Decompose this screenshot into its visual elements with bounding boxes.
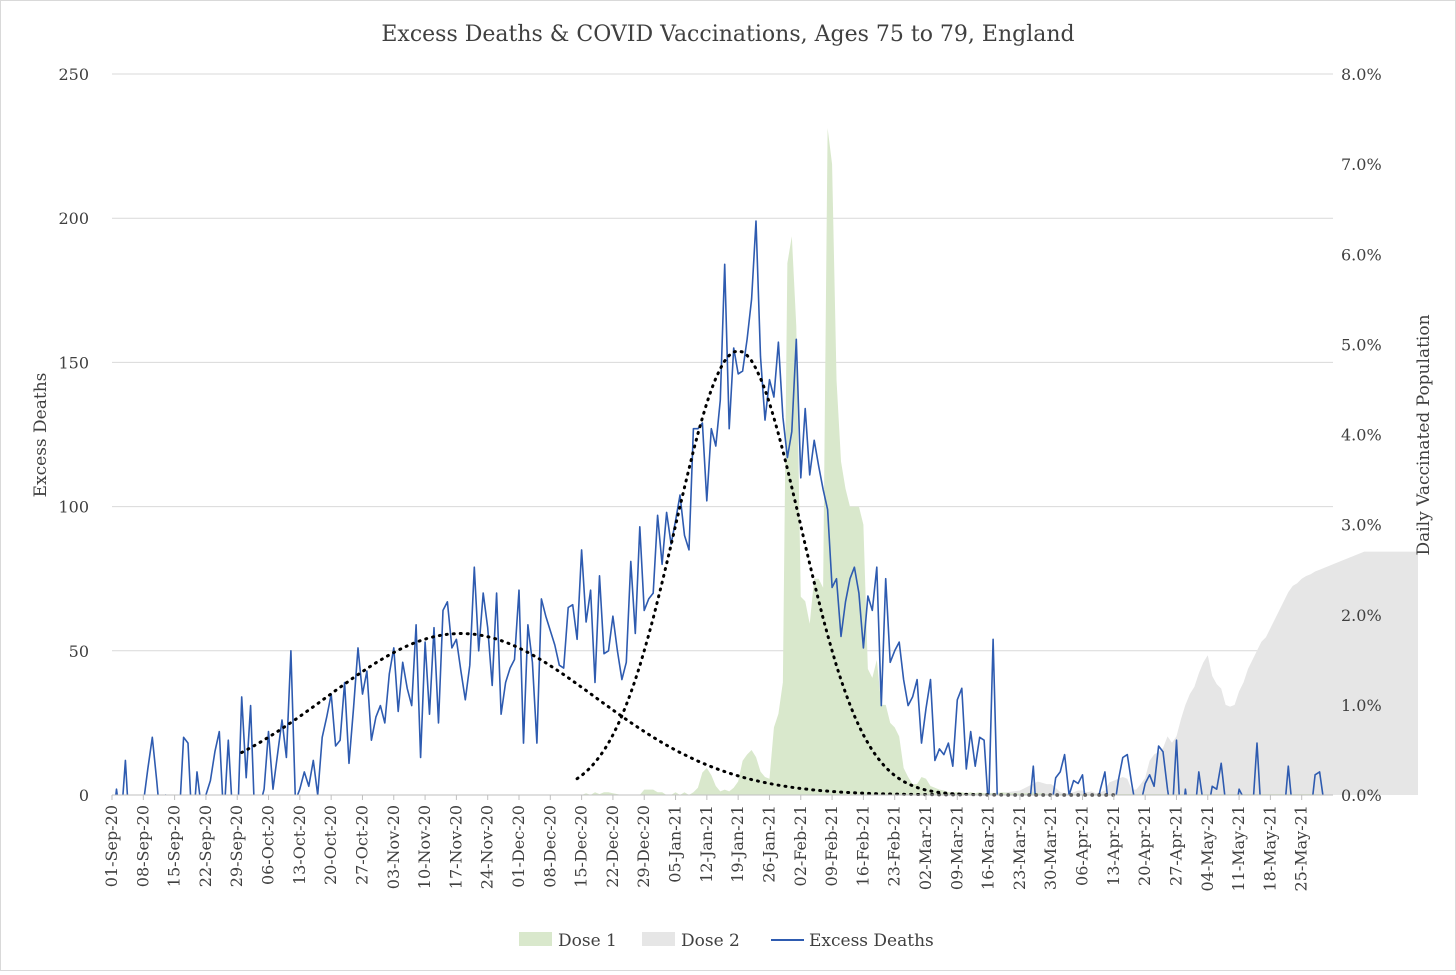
x-tick-label: 27-Oct-20	[352, 805, 371, 885]
x-tick-label: 06-Apr-21	[1073, 805, 1092, 886]
trend-curve-wave1	[240, 631, 964, 797]
y-left-tick-label: 0	[79, 786, 89, 805]
x-tick-label: 20-Oct-20	[321, 805, 340, 885]
y-right-tick-label: 2.0%	[1341, 606, 1382, 625]
x-tick-label: 13-Apr-21	[1104, 805, 1123, 886]
y-right-tick-label: 4.0%	[1341, 426, 1382, 445]
y-axis-right: 0.0% 1.0% 2.0% 3.0% 4.0% 5.0% 6.0% 7.0% 8.0%	[1341, 65, 1382, 805]
excess-deaths-line	[115, 220, 1324, 795]
x-tick-label: 29-Sep-20	[227, 805, 246, 887]
y-right-tick-label: 0.0%	[1341, 786, 1382, 805]
y-left-tick-label: 100	[58, 498, 89, 517]
x-tick-label: 08-Sep-20	[133, 805, 152, 887]
x-tick-label: 24-Nov-20	[478, 805, 497, 889]
legend-swatch-dose2	[642, 932, 675, 946]
x-tick-label: 12-Jan-21	[697, 805, 716, 883]
x-tick-label: 09-Mar-21	[947, 805, 966, 890]
x-tick-label: 22-Dec-20	[603, 805, 622, 888]
x-tick-label: 29-Dec-20	[634, 805, 653, 888]
y-right-tick-label: 1.0%	[1341, 696, 1382, 715]
y-left-tick-label: 50	[69, 642, 89, 661]
x-tick-label: 23-Mar-21	[1010, 805, 1029, 890]
dose2-area	[917, 551, 1418, 795]
y-axis-right-label: Daily Vaccinated Population	[1414, 314, 1434, 555]
x-tick-label: 15-Sep-20	[165, 805, 184, 887]
x-tick-label: 23-Feb-21	[885, 805, 904, 886]
x-tick-label: 01-Sep-20	[102, 805, 121, 887]
excess-deaths-layer	[115, 220, 1324, 795]
x-axis: 01-Sep-20 08-Sep-20 15-Sep-20 22-Sep-20 29-S…	[102, 794, 1333, 892]
chart-title: Excess Deaths & COVID Vaccinations, Ages…	[381, 22, 1074, 47]
x-tick-label: 27-Apr-21	[1166, 805, 1185, 886]
x-tick-label: 10-Nov-20	[415, 805, 434, 889]
x-tick-label: 20-Apr-21	[1135, 805, 1154, 886]
dose2-area-layer	[917, 551, 1418, 795]
x-tick-label: 17-Nov-20	[446, 805, 465, 889]
y-right-tick-label: 6.0%	[1341, 245, 1382, 264]
y-right-tick-label: 7.0%	[1341, 155, 1382, 174]
x-tick-label: 16-Mar-21	[979, 805, 998, 890]
x-tick-label: 19-Jan-21	[728, 805, 747, 883]
x-tick-label: 04-May-21	[1198, 805, 1217, 892]
legend-label-dose1: Dose 1	[558, 931, 617, 951]
y-left-tick-label: 200	[58, 209, 89, 228]
legend: Dose 1 Dose 2 Excess Deaths	[519, 931, 934, 951]
legend-label-dose2: Dose 2	[681, 931, 740, 951]
y-right-tick-label: 3.0%	[1341, 516, 1382, 535]
x-tick-label: 06-Oct-20	[259, 805, 278, 885]
legend-label-deaths: Excess Deaths	[809, 931, 934, 951]
y-left-tick-label: 250	[58, 65, 89, 84]
x-tick-label: 18-May-21	[1260, 805, 1279, 892]
gridlines	[112, 73, 1333, 796]
x-tick-label: 02-Mar-21	[916, 805, 935, 890]
x-tick-label: 15-Dec-20	[572, 805, 591, 888]
x-tick-label: 13-Oct-20	[290, 805, 309, 885]
x-tick-label: 25-May-21	[1292, 805, 1311, 892]
y-axis-left: 0 50 100 150 200 250	[58, 65, 89, 805]
y-left-tick-label: 150	[58, 353, 89, 372]
x-tick-label: 09-Feb-21	[822, 805, 841, 886]
x-tick-label: 02-Feb-21	[791, 805, 810, 886]
x-tick-label: 03-Nov-20	[384, 805, 403, 889]
x-tick-label: 30-Mar-21	[1041, 805, 1060, 890]
x-tick-label: 11-May-21	[1229, 805, 1248, 892]
x-tick-label: 16-Feb-21	[853, 805, 872, 886]
legend-swatch-dose1	[519, 932, 552, 946]
x-tick-label: 01-Dec-20	[509, 805, 528, 888]
y-right-tick-label: 8.0%	[1341, 65, 1382, 84]
y-right-tick-label: 5.0%	[1341, 335, 1382, 354]
x-tick-label: 05-Jan-21	[666, 805, 685, 883]
y-axis-left-label: Excess Deaths	[31, 373, 51, 498]
x-tick-label: 08-Dec-20	[540, 805, 559, 888]
x-tick-label: 22-Sep-20	[196, 805, 215, 887]
x-tick-label: 26-Jan-21	[759, 805, 778, 883]
